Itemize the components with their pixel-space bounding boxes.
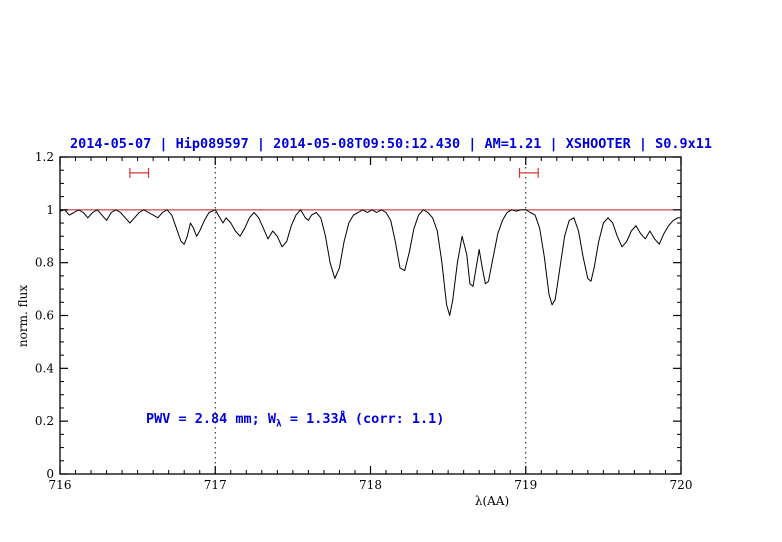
annotation-suffix: = 1.33Å (corr: 1.1) bbox=[281, 411, 445, 427]
x-axis-label: λ(AA) bbox=[474, 494, 510, 508]
x-tick-label: 716 bbox=[49, 478, 72, 492]
y-tick-label: 0.2 bbox=[35, 414, 54, 428]
y-tick-label: 1.2 bbox=[35, 150, 54, 164]
y-tick-label: 0 bbox=[46, 467, 54, 481]
x-tick-label: 720 bbox=[670, 478, 693, 492]
plot-title: 2014-05-07 | Hip089597 | 2014-05-08T09:5… bbox=[69, 136, 713, 152]
x-tick-label: 719 bbox=[514, 478, 537, 492]
y-tick-label: 0.4 bbox=[35, 361, 54, 375]
x-tick-label: 717 bbox=[204, 478, 227, 492]
range-marker bbox=[129, 167, 150, 178]
y-tick-label: 0.6 bbox=[35, 309, 54, 323]
range-marker bbox=[518, 167, 539, 178]
y-tick-label: 0.8 bbox=[35, 256, 54, 270]
pwv-annotation: PWV = 2.84 mm; Wλ = 1.33Å (corr: 1.1) bbox=[146, 411, 444, 430]
annotation-lambda-subscript: λ bbox=[276, 418, 282, 430]
x-tick-label: 718 bbox=[359, 478, 382, 492]
plot-box bbox=[59, 156, 682, 475]
spectrum-line bbox=[59, 209, 681, 316]
annotation-prefix: PWV = 2.84 mm; W bbox=[146, 411, 277, 427]
y-tick-label: 1 bbox=[46, 203, 54, 217]
